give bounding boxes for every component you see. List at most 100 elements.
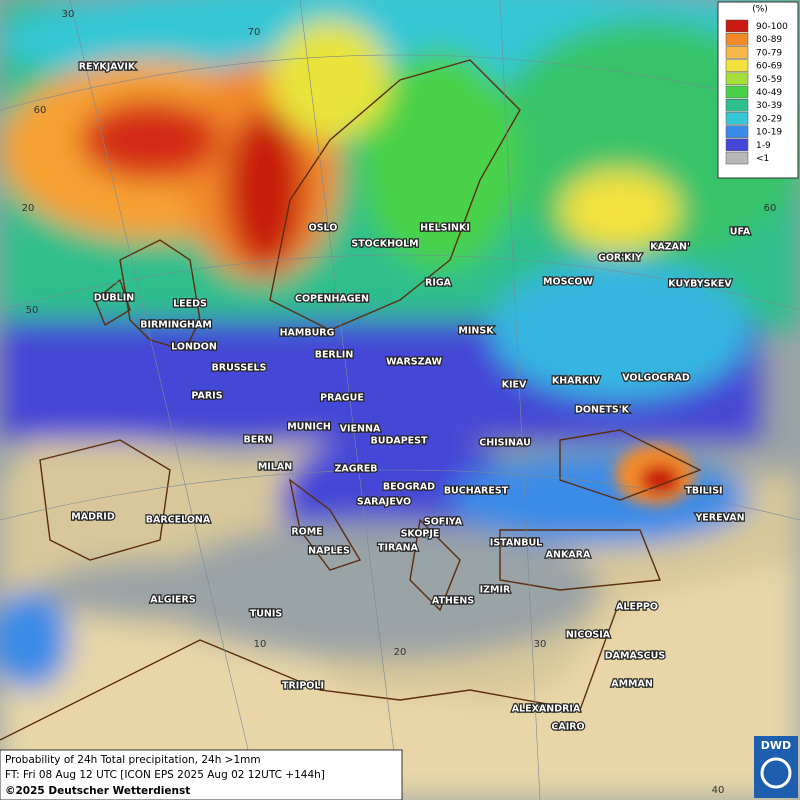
city-label: UFA xyxy=(730,227,751,238)
city-label: ALEPPO xyxy=(616,602,658,613)
city-label: ALEXANDRIA xyxy=(512,704,581,715)
city-label: AMMAN xyxy=(611,679,653,690)
legend-swatch xyxy=(725,32,749,46)
city-label: RIGA xyxy=(425,278,452,289)
city-label: WARSZAW xyxy=(386,357,442,368)
footer: Probability of 24h Total precipitation, … xyxy=(0,749,403,801)
city-label: LEEDS xyxy=(173,299,207,310)
footer-box xyxy=(0,749,403,801)
legend-label: 10-19 xyxy=(756,128,782,138)
city-label: ATHENS xyxy=(432,596,474,607)
labels: 30 70 60 20 50 10 20 30 40 60 REYKJAVIK OSLO STOCKHO… xyxy=(22,9,777,796)
city-label: BEOGRAD xyxy=(383,482,435,493)
legend-label: 30-39 xyxy=(756,101,782,111)
city-label: REYKJAVIK xyxy=(79,62,136,73)
legend-swatch xyxy=(725,125,749,138)
city-label: SOFIYA xyxy=(424,517,463,528)
city-label: DAMASCUS xyxy=(605,651,666,662)
city-label: MUNICH xyxy=(287,422,331,433)
legend-label: 50-59 xyxy=(756,75,782,85)
city-label: KAZAN' xyxy=(650,242,690,253)
city-label: VOLGOGRAD xyxy=(622,373,690,384)
legend-swatch xyxy=(725,98,749,112)
city-label: SKOPJE xyxy=(401,529,440,540)
city-label: OSLO xyxy=(309,223,338,234)
city-label: TUNIS xyxy=(250,609,283,620)
city-label: DONETS'K xyxy=(575,405,630,416)
copyright: ©2025 Deutscher Wetterdienst xyxy=(5,785,190,797)
city-label: BERN xyxy=(244,435,273,446)
grid-label: 50 xyxy=(26,305,39,316)
city-label: HAMBURG xyxy=(280,328,335,339)
city-label: ALGIERS xyxy=(150,595,196,606)
logo: DWD xyxy=(754,736,798,798)
city-label: DUBLIN xyxy=(94,293,134,304)
city-label: BRUSSELS xyxy=(212,363,267,374)
legend-swatch xyxy=(725,19,749,33)
grid-label: 20 xyxy=(22,203,35,214)
legend: (%) 90-100 80-89 70-79 60-69 50-59 40-49 30-39… xyxy=(717,1,799,179)
legend-label: 90-100 xyxy=(756,22,788,32)
legend-items: 90-100 80-89 70-79 60-69 50-59 40-49 30-39 20-2… xyxy=(725,19,788,165)
legend-label: 70-79 xyxy=(756,48,782,58)
legend-label: 20-29 xyxy=(756,114,782,124)
city-label: ROME xyxy=(291,527,322,538)
legend-swatch xyxy=(725,112,749,125)
city-label: MILAN xyxy=(258,462,292,473)
legend-swatch xyxy=(725,85,749,99)
grid-label: 60 xyxy=(34,105,47,116)
city-label: MADRID xyxy=(71,512,115,523)
footer-line: Probability of 24h Total precipitation, … xyxy=(5,754,261,766)
city-label: PRAGUE xyxy=(320,393,364,404)
grid-label: 40 xyxy=(712,785,725,796)
city-label: BUCHAREST xyxy=(444,486,509,497)
city-label: NICOSIA xyxy=(566,630,611,641)
grid-label: 20 xyxy=(394,647,407,658)
legend-label: 40-49 xyxy=(756,88,782,98)
city-label: TIRANA xyxy=(378,543,419,554)
logo-text: DWD xyxy=(761,739,791,752)
city-label: NAPLES xyxy=(308,546,350,557)
legend-label: 1-9 xyxy=(756,141,771,151)
city-label: KUYBYSKEV xyxy=(668,279,732,290)
city-label: TBILISI xyxy=(685,486,722,497)
city-label: ANKARA xyxy=(546,550,591,561)
legend-label: <1 xyxy=(756,154,769,164)
legend-swatch xyxy=(725,59,749,72)
city-label: BIRMINGHAM xyxy=(140,320,212,331)
city-label: COPENHAGEN xyxy=(295,294,369,305)
city-label: VIENNA xyxy=(340,424,381,435)
city-label: ISTANBUL xyxy=(490,538,542,549)
city-label: KIEV xyxy=(502,380,527,391)
city-label: CAIRO xyxy=(551,722,584,733)
city-label: TRIPOLI xyxy=(282,681,324,692)
grid-label: 10 xyxy=(254,639,267,650)
city-label: MINSK xyxy=(458,326,494,337)
city-label: PARIS xyxy=(191,391,222,402)
city-label: BUDAPEST xyxy=(371,436,428,447)
city-label: KHARKIV xyxy=(552,376,601,387)
grid-label: 30 xyxy=(62,9,75,20)
grid-label: 60 xyxy=(764,203,777,214)
legend-swatch xyxy=(725,151,749,165)
grid-label: 70 xyxy=(248,27,261,38)
city-label: STOCKHOLM xyxy=(351,239,418,250)
city-label: CHISINAU xyxy=(479,438,531,449)
logo-icon xyxy=(760,757,792,789)
city-label: YEREVAN xyxy=(694,513,744,524)
city-label: IZMIR xyxy=(480,585,511,596)
city-label: LONDON xyxy=(171,342,217,353)
legend-swatch xyxy=(725,72,749,86)
legend-swatch xyxy=(725,46,749,59)
grid-label: 30 xyxy=(534,639,547,650)
legend-swatch xyxy=(725,138,749,152)
legend-title: (%) xyxy=(752,5,768,15)
legend-label: 80-89 xyxy=(756,35,782,45)
coastlines xyxy=(0,59,702,741)
city-label: BERLIN xyxy=(315,350,354,361)
city-label: MOSCOW xyxy=(543,277,593,288)
